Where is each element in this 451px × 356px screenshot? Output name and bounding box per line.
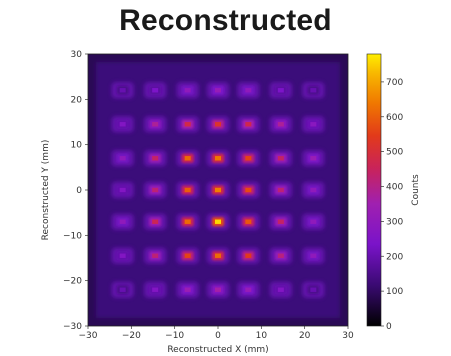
spot-core — [310, 287, 317, 292]
spot-core — [245, 219, 252, 224]
spot-core — [119, 156, 126, 161]
spot-core — [310, 88, 317, 93]
spot-core — [152, 122, 159, 127]
spot-core — [277, 287, 284, 292]
spot-core — [310, 219, 317, 224]
plot-area — [87, 53, 349, 327]
colorbar-tick-label: 200 — [386, 252, 403, 262]
spot-core — [245, 287, 252, 292]
spot-core — [215, 253, 221, 258]
colorbar-gradient — [366, 53, 382, 327]
spot-core — [245, 156, 252, 161]
spot-core — [310, 122, 317, 127]
spot-core — [277, 88, 284, 93]
y-tick-label: 30 — [71, 50, 83, 60]
spot-core — [310, 187, 317, 193]
spot-core — [215, 219, 221, 224]
spot-core — [277, 253, 284, 258]
chart-title: Reconstructed — [119, 4, 332, 37]
y-tick-label: −30 — [63, 322, 82, 332]
spot-core — [277, 219, 284, 224]
colorbar-tick-label: 500 — [386, 148, 403, 158]
x-tick-label: −30 — [79, 331, 98, 341]
spot-core — [215, 88, 221, 93]
spot-core — [184, 287, 191, 292]
x-tick-label: −10 — [165, 331, 184, 341]
colorbar: 0 100 200 300 400 500 600 700 Counts — [366, 53, 421, 332]
spot-core — [152, 156, 159, 161]
spot-core — [245, 88, 252, 93]
spot-core — [245, 253, 252, 258]
x-tick-label: −20 — [122, 331, 141, 341]
y-axis: −30 −20 −10 0 10 20 30 — [63, 50, 88, 332]
spot-core — [310, 253, 317, 258]
spot-core — [277, 156, 284, 161]
spot-core — [184, 156, 191, 161]
spot-layer — [111, 82, 325, 298]
spot-core — [152, 253, 159, 258]
y-tick-label: −10 — [63, 231, 82, 241]
spot-core — [245, 187, 252, 193]
spot-core — [119, 219, 126, 224]
spot-core — [184, 253, 191, 258]
spot-core — [277, 187, 284, 193]
spot-core — [152, 219, 159, 224]
x-axis-label: Reconstructed X (mm) — [167, 345, 268, 355]
spot-core — [152, 287, 159, 292]
x-tick-label: 20 — [299, 331, 311, 341]
colorbar-label: Counts — [411, 174, 421, 206]
spot-core — [215, 187, 221, 193]
spot-core — [277, 122, 284, 127]
colorbar-tick-label: 700 — [386, 78, 403, 88]
x-tick-label: 30 — [342, 331, 354, 341]
spot-core — [310, 156, 317, 161]
y-tick-label: 10 — [71, 141, 83, 151]
x-tick-label: 10 — [256, 331, 268, 341]
y-tick-label: 0 — [76, 186, 82, 196]
spot-core — [215, 287, 221, 292]
y-tick-label: 20 — [71, 95, 83, 105]
colorbar-tick-label: 400 — [386, 183, 403, 193]
colorbar-tick-label: 100 — [386, 287, 403, 297]
colorbar-tick-label: 0 — [386, 322, 392, 332]
y-tick-label: −20 — [63, 277, 82, 287]
spot-core — [119, 187, 126, 193]
spot-core — [184, 187, 191, 193]
spot-core — [119, 253, 126, 258]
spot-core — [152, 88, 159, 93]
spot-core — [119, 88, 126, 93]
spot-core — [119, 287, 126, 292]
x-tick-label: 0 — [215, 331, 221, 341]
spot-core — [184, 219, 191, 224]
spot-core — [245, 122, 252, 127]
colorbar-tick-label: 600 — [386, 113, 403, 123]
spot-core — [215, 122, 221, 127]
spot-core — [215, 156, 221, 161]
spot-core — [152, 187, 159, 193]
colorbar-ticks: 0 100 200 300 400 500 600 700 — [381, 78, 403, 332]
y-axis-label: Reconstructed Y (mm) — [41, 140, 51, 241]
spot-core — [184, 88, 191, 93]
spot-core — [184, 122, 191, 127]
spot-core — [119, 122, 126, 127]
colorbar-tick-label: 300 — [386, 217, 403, 227]
x-axis: −30 −20 −10 0 10 20 30 — [79, 326, 354, 341]
